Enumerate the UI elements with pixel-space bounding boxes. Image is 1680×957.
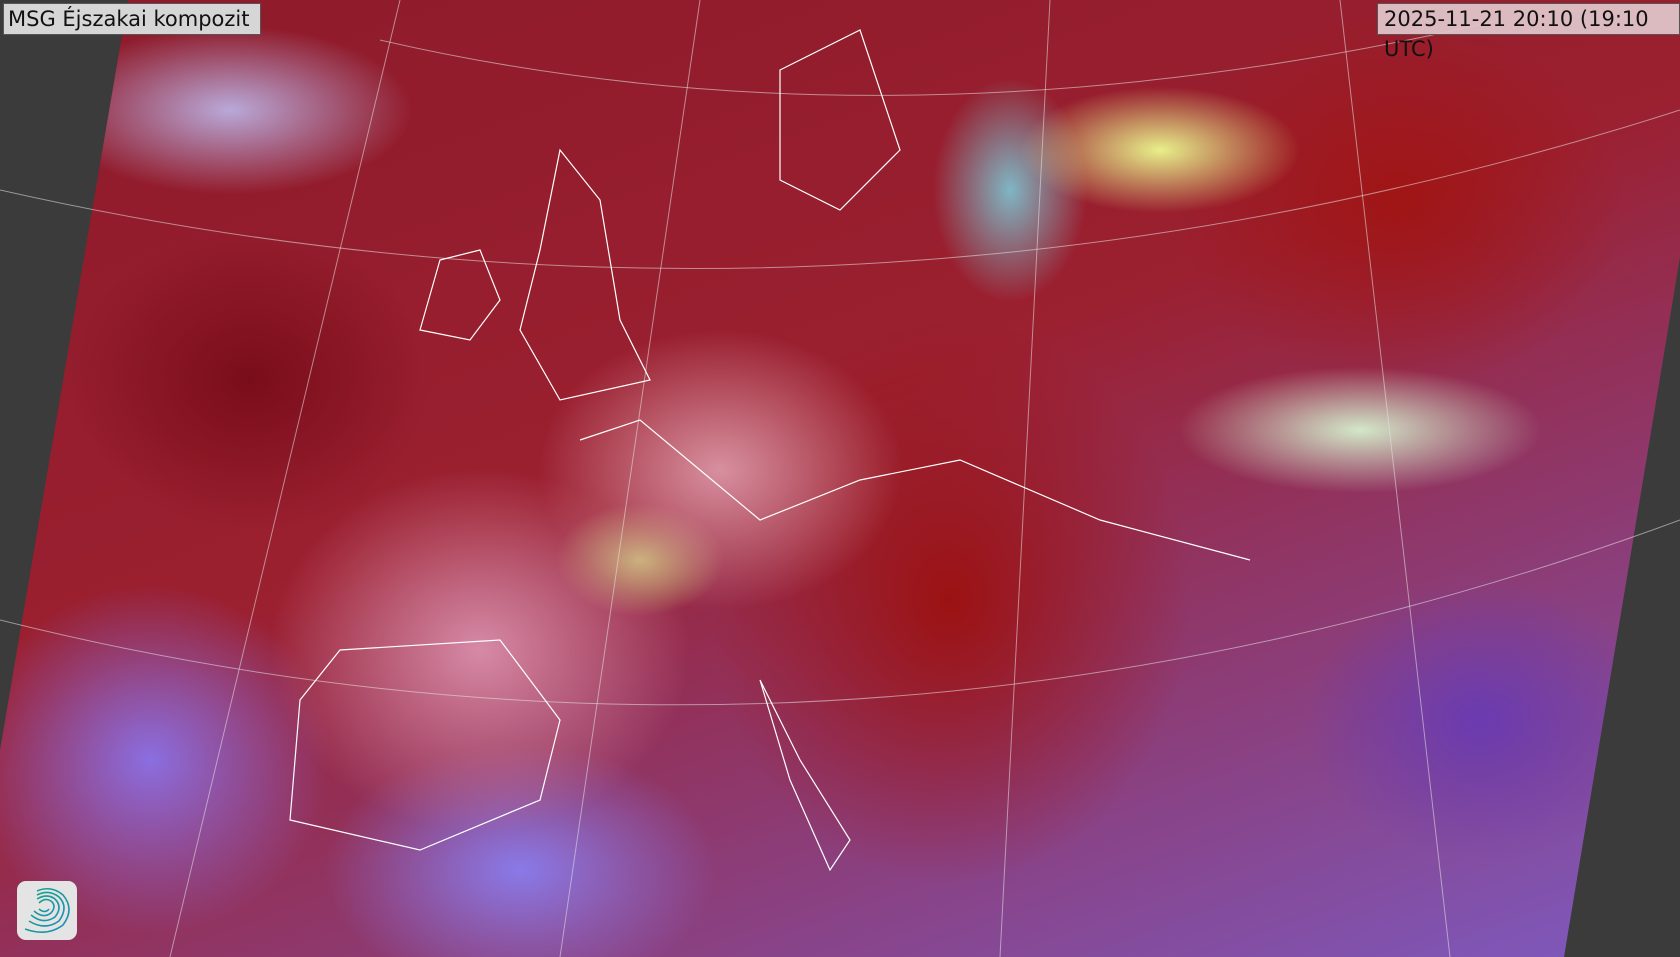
meridian-line	[559, 0, 701, 957]
coastlines	[289, 29, 1251, 872]
parallel-line	[379, 19, 1501, 96]
parallel-line	[0, 109, 1680, 269]
meridian-line	[999, 0, 1051, 957]
timestamp-label: 2025-11-21 20:10 (19:10 UTC)	[1377, 3, 1680, 61]
swirl-logo-icon	[17, 881, 77, 940]
meridian-line	[169, 0, 401, 957]
product-title: MSG Éjszakai kompozit	[3, 3, 261, 35]
parallel-line	[0, 519, 1680, 706]
meridian-line	[1339, 0, 1451, 957]
